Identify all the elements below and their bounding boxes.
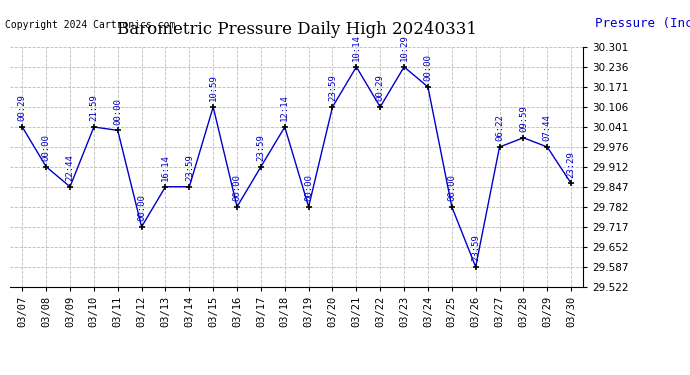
Text: 00:00: 00:00 xyxy=(41,134,50,161)
Text: Barometric Pressure Daily High 20240331: Barometric Pressure Daily High 20240331 xyxy=(117,21,477,38)
Text: 00:00: 00:00 xyxy=(424,54,433,81)
Text: 10:14: 10:14 xyxy=(352,34,361,62)
Text: 23:59: 23:59 xyxy=(328,75,337,101)
Text: 10:59: 10:59 xyxy=(208,75,217,101)
Text: 23:59: 23:59 xyxy=(185,154,194,181)
Text: 00:00: 00:00 xyxy=(137,194,146,221)
Text: 23:59: 23:59 xyxy=(471,234,480,261)
Text: 23:29: 23:29 xyxy=(566,151,575,178)
Text: 09:59: 09:59 xyxy=(519,105,528,132)
Text: 00:00: 00:00 xyxy=(113,98,122,125)
Text: 21:59: 21:59 xyxy=(90,94,99,122)
Text: 00:00: 00:00 xyxy=(233,174,241,201)
Text: Copyright 2024 Cartronics.com: Copyright 2024 Cartronics.com xyxy=(5,20,175,30)
Text: 00:29: 00:29 xyxy=(18,94,27,122)
Text: Pressure (Inches/Hg): Pressure (Inches/Hg) xyxy=(595,17,690,30)
Text: 00:29: 00:29 xyxy=(376,75,385,101)
Text: 23:59: 23:59 xyxy=(257,134,266,161)
Text: 16:14: 16:14 xyxy=(161,154,170,181)
Text: 07:44: 07:44 xyxy=(543,115,552,141)
Text: 00:00: 00:00 xyxy=(304,174,313,201)
Text: 22:44: 22:44 xyxy=(66,154,75,181)
Text: 10:29: 10:29 xyxy=(400,34,408,62)
Text: 06:22: 06:22 xyxy=(495,115,504,141)
Text: 00:00: 00:00 xyxy=(447,174,456,201)
Text: 12:14: 12:14 xyxy=(280,94,289,122)
